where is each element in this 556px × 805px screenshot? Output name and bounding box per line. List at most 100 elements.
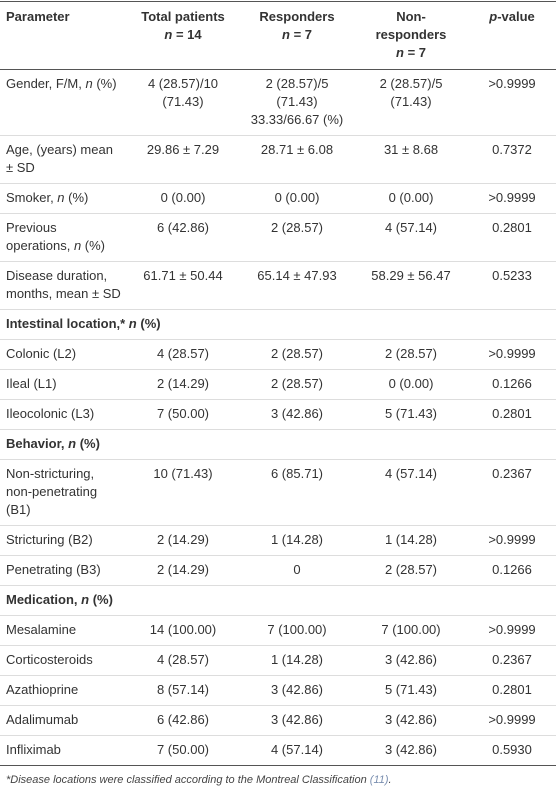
text: (%) xyxy=(89,592,113,607)
text: 2 (28.57) xyxy=(270,346,324,361)
table-cell: 0.2367 xyxy=(467,459,556,526)
table-cell: >0.9999 xyxy=(467,69,556,136)
text: Disease duration, months, mean ± SD xyxy=(6,268,121,301)
text: 2 (28.57)/5 (71.43) xyxy=(379,76,443,109)
table-row: Non-stricturing, non-penetrating (B1) 10 … xyxy=(0,459,556,526)
section-cell: Intestinal location,* n (%) xyxy=(0,309,556,340)
text: *Disease locations were classified accor… xyxy=(6,774,370,786)
table-cell: 0.1266 xyxy=(467,555,556,586)
text: 4 (57.14) xyxy=(384,220,438,235)
table-cell: Penetrating (B3) xyxy=(0,555,126,586)
text: Mesalamine xyxy=(6,622,77,637)
table-row: Colonic (L2) 4 (28.57) 2 (28.57) 2 (28.57) >… xyxy=(0,339,556,370)
text: 8 (57.14) xyxy=(156,682,210,697)
table-cell: 5 (71.43) xyxy=(354,675,467,706)
text: Ileal (L1) xyxy=(6,376,57,391)
table-row: Intestinal location,* n (%) xyxy=(0,309,556,340)
table-row: Medication, n (%) xyxy=(0,585,556,616)
text: 2 (14.29) xyxy=(156,376,210,391)
text: Medication, xyxy=(6,592,82,607)
text: 0.1266 xyxy=(492,376,532,391)
text: 0 (0.00) xyxy=(388,190,434,205)
table-row: Corticosteroids 4 (28.57) 1 (14.28) 3 (42.8… xyxy=(0,645,556,676)
reference-link: (11) xyxy=(369,774,389,786)
table-row: Age, (years) mean ± SD 29.86 ± 7.29 28.71 … xyxy=(0,135,556,184)
text: 6 (42.86) xyxy=(156,220,210,235)
text: 0.5233 xyxy=(492,268,532,283)
table-cell: 4 (57.14) xyxy=(354,459,467,526)
table-cell: 0.2801 xyxy=(467,399,556,430)
text: -value xyxy=(497,9,535,24)
text: Corticosteroids xyxy=(6,652,93,667)
header-cell: p-value xyxy=(467,1,556,70)
table-cell: 2 (28.57) xyxy=(239,213,354,262)
header-line: n = 7 xyxy=(360,44,462,62)
text: (%) xyxy=(81,238,106,253)
table-cell: 3 (42.86) xyxy=(354,645,467,676)
table-cell: 6 (85.71) xyxy=(239,459,354,526)
table-cell: 3 (42.86) xyxy=(354,735,467,766)
text: Parameter xyxy=(6,9,70,24)
italic-text: n xyxy=(73,238,82,253)
table-cell: Gender, F/M, n (%) xyxy=(0,69,126,136)
text: (%) xyxy=(64,190,89,205)
text: (%) xyxy=(76,436,100,451)
text: 1 (14.28) xyxy=(270,532,324,547)
table-cell: Colonic (L2) xyxy=(0,339,126,370)
text: 4 (28.57) xyxy=(156,346,210,361)
table-cell: 28.71 ± 6.08 xyxy=(239,135,354,184)
text: Behavior, xyxy=(6,436,69,451)
table-cell: 3 (42.86) xyxy=(239,705,354,736)
table-cell: 8 (57.14) xyxy=(126,675,239,706)
text: = 7 xyxy=(289,27,312,42)
text: 7 (100.00) xyxy=(267,622,327,637)
table-cell: 1 (14.28) xyxy=(239,525,354,556)
table-cell: 3 (42.86) xyxy=(239,399,354,430)
table-cell: 0.7372 xyxy=(467,135,556,184)
text: 2 (28.57) xyxy=(384,562,438,577)
text: 0.2367 xyxy=(492,652,532,667)
text: . xyxy=(388,774,392,786)
table-cell: 29.86 ± 7.29 xyxy=(126,135,239,184)
text: 28.71 ± 6.08 xyxy=(260,142,334,157)
text: Non-responders xyxy=(375,9,447,42)
text: Intestinal location,* xyxy=(6,316,129,331)
table-row: Ileal (L1) 2 (14.29) 2 (28.57) 0 (0.00) 0.12… xyxy=(0,369,556,400)
table-cell: >0.9999 xyxy=(467,705,556,736)
text: Colonic (L2) xyxy=(6,346,77,361)
text: Adalimumab xyxy=(6,712,79,727)
table-row: Penetrating (B3) 2 (14.29) 0 2 (28.57) 0.126… xyxy=(0,555,556,586)
table-cell: 4 (28.57) xyxy=(126,645,239,676)
text: Stricturing (B2) xyxy=(6,532,93,547)
italic-text: n xyxy=(68,436,77,451)
text: 65.14 ± 47.93 xyxy=(257,268,337,283)
text: 2 (14.29) xyxy=(156,532,210,547)
table-cell: 0.2801 xyxy=(467,675,556,706)
table-cell: >0.9999 xyxy=(467,525,556,556)
italic-text: n xyxy=(164,27,173,42)
text: 1 (14.28) xyxy=(270,652,324,667)
text: 0.2801 xyxy=(492,220,532,235)
text: 3 (42.86) xyxy=(270,712,324,727)
table-row: Previous operations, n (%) 6 (42.86) 2 (28… xyxy=(0,213,556,262)
header-line: n = 7 xyxy=(245,26,349,44)
table-cell: 2 (28.57) xyxy=(239,339,354,370)
text: 0 (0.00) xyxy=(274,190,320,205)
table-cell: 14 (100.00) xyxy=(126,615,239,646)
table-cell: 1 (14.28) xyxy=(354,525,467,556)
text: Ileocolonic (L3) xyxy=(6,406,95,421)
italic-text: n xyxy=(81,592,90,607)
text: 0.2367 xyxy=(492,466,532,481)
text: 3 (42.86) xyxy=(270,682,324,697)
table-cell: 0 (0.00) xyxy=(239,183,354,214)
text: >0.9999 xyxy=(488,532,536,547)
text: 5 (71.43) xyxy=(384,682,438,697)
table-cell: >0.9999 xyxy=(467,615,556,646)
text: 2 (28.57) xyxy=(270,220,324,235)
text: 3 (42.86) xyxy=(384,742,438,757)
text: 2 (28.57) xyxy=(384,346,438,361)
header-row: Parameter Total patients n = 14 Responders n… xyxy=(0,1,556,70)
text: 7 (50.00) xyxy=(156,742,210,757)
text: 0 (0.00) xyxy=(388,376,434,391)
